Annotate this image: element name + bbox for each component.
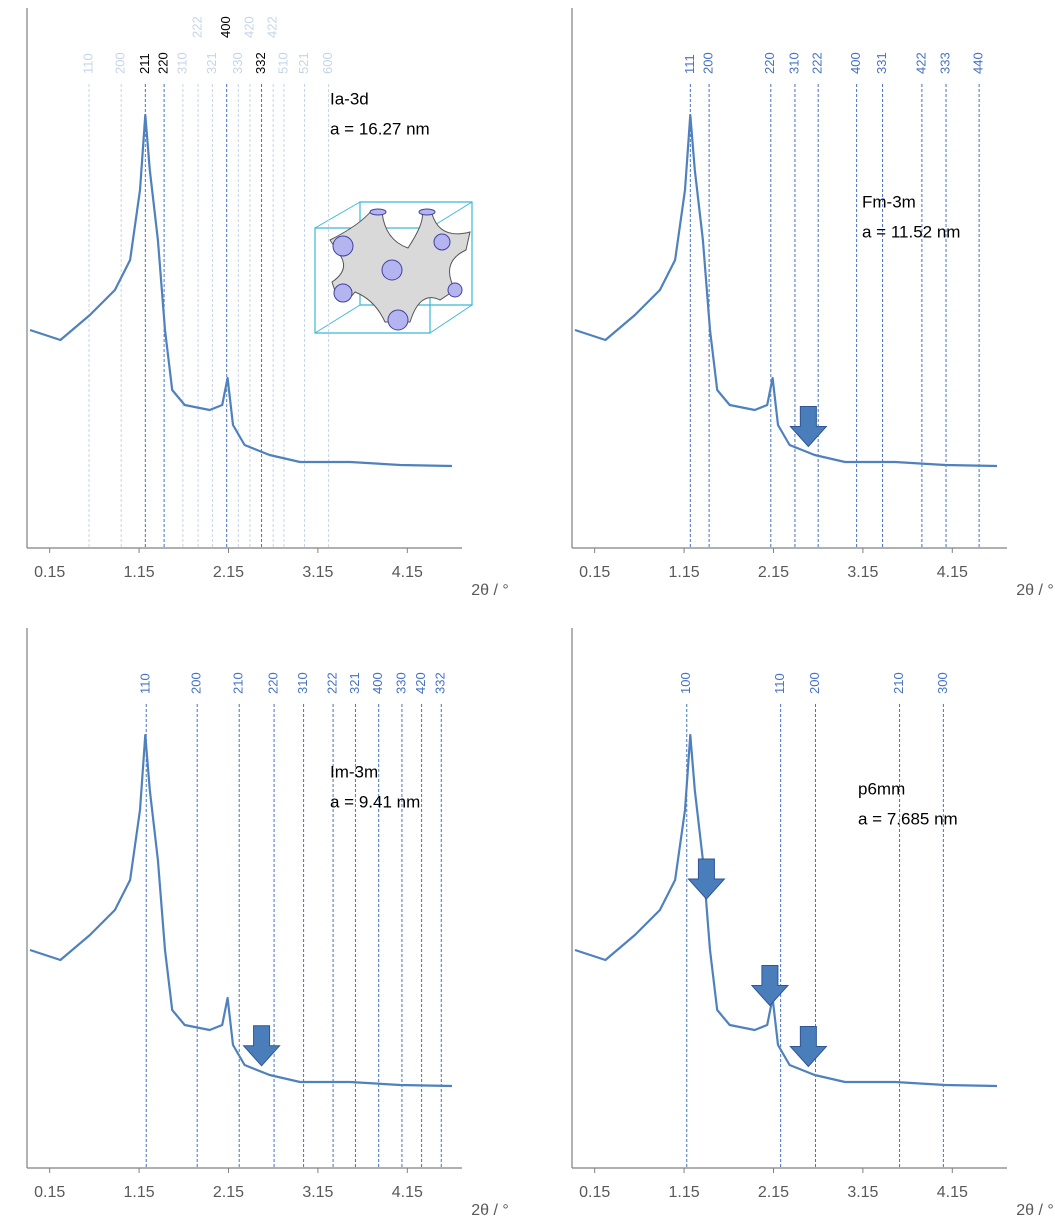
reflection-label: 332 [433, 672, 448, 694]
arrow [750, 965, 790, 1007]
x-tick-label: 3.15 [847, 564, 878, 581]
panel: 0.15 1.15 2.15 3.15 4.15 2θ / ° 100 110 200 210 30… [571, 628, 1054, 1219]
reflection-label: 222 [190, 16, 205, 38]
xrd-curve [29, 113, 453, 468]
reflection-label: 333 [937, 52, 952, 74]
annotation: Im-3m [330, 762, 378, 781]
reflection-label: 600 [320, 52, 335, 74]
x-tick-label: 3.15 [302, 1184, 333, 1201]
x-tick-label: 3.15 [302, 564, 333, 581]
annotation: a = 7.685 nm [858, 809, 958, 828]
reflection-label: 210 [231, 672, 246, 694]
reflection-label: 330 [230, 52, 245, 74]
x-tick-label: 0.15 [579, 564, 610, 581]
reflection-label: 510 [275, 52, 290, 74]
x-tick-label: 3.15 [847, 1184, 878, 1201]
xrd-curve [574, 113, 998, 468]
xrd-curve [29, 733, 453, 1088]
annotation: a = 9.41 nm [330, 792, 420, 811]
x-axis-label: 2θ / ° [1016, 582, 1054, 599]
reflection-label: 440 [971, 52, 986, 74]
x-tick-label: 4.15 [937, 1184, 968, 1201]
arrow [687, 858, 726, 900]
reflection-label: 111 [682, 54, 697, 74]
x-tick-label: 2.15 [213, 564, 244, 581]
x-axis-label: 2θ / ° [471, 1202, 509, 1219]
annotation: p6mm [858, 779, 905, 798]
x-tick-label: 4.15 [392, 1184, 423, 1201]
reflection-label: 220 [156, 52, 171, 74]
reflection-label: 422 [913, 52, 928, 74]
reflection-label: 110 [138, 673, 153, 694]
reflection-label: 222 [810, 52, 825, 74]
reflection-label: 110 [772, 673, 787, 694]
panel: 0.15 1.15 2.15 3.15 4.15 2θ / ° 110 200 210 220 31… [26, 628, 509, 1219]
reflection-label: 420 [413, 672, 428, 694]
arrow [789, 1026, 828, 1068]
x-tick-label: 2.15 [758, 1184, 789, 1201]
reflection-label: 310 [295, 672, 310, 694]
x-tick-label: 2.15 [758, 564, 789, 581]
reflection-label: 330 [393, 672, 408, 694]
reflection-label: 422 [265, 16, 280, 38]
reflection-label: 200 [807, 672, 822, 694]
reflection-label: 400 [848, 52, 863, 74]
x-tick-label: 4.15 [392, 564, 423, 581]
arrow [242, 1025, 281, 1067]
annotation: Ia-3d [330, 89, 369, 108]
reflection-label: 331 [874, 52, 889, 74]
gyroid-inset [314, 201, 473, 334]
panel: 0.15 1.15 2.15 3.15 4.15 2θ / ° 110 200 211 220 31… [26, 8, 509, 599]
reflection-label: 211 [137, 53, 152, 74]
x-tick-label: 1.15 [124, 1184, 155, 1201]
reflection-label: 220 [762, 52, 777, 74]
arrow [789, 406, 828, 448]
reflection-label: 310 [786, 52, 801, 74]
x-tick-label: 0.15 [34, 564, 65, 581]
x-tick-label: 0.15 [34, 1184, 65, 1201]
x-axis-label: 2θ / ° [1016, 1202, 1054, 1219]
reflection-label: 200 [189, 672, 204, 694]
annotation: Fm-3m [862, 192, 916, 211]
reflection-label: 222 [325, 672, 340, 694]
reflection-label: 200 [701, 52, 716, 74]
x-tick-label: 0.15 [579, 1184, 610, 1201]
annotation: a = 16.27 nm [330, 119, 430, 138]
x-tick-label: 1.15 [669, 1184, 700, 1201]
reflection-label: 321 [347, 672, 362, 694]
reflection-label: 332 [253, 52, 268, 74]
panel: 0.15 1.15 2.15 3.15 4.15 2θ / ° 111 200 220 310 22… [571, 8, 1054, 599]
reflection-label: 400 [218, 16, 233, 38]
reflection-label: 400 [370, 672, 385, 694]
reflection-label: 321 [204, 52, 219, 74]
x-tick-label: 1.15 [669, 564, 700, 581]
reflection-label: 110 [80, 53, 95, 74]
x-tick-label: 1.15 [124, 564, 155, 581]
reflection-label: 210 [891, 672, 906, 694]
xrd-curve [574, 733, 998, 1088]
annotation: a = 11.52 nm [862, 222, 960, 241]
x-tick-label: 4.15 [937, 564, 968, 581]
reflection-label: 200 [113, 52, 128, 74]
x-tick-label: 2.15 [213, 1184, 244, 1201]
reflection-label: 300 [935, 672, 950, 694]
x-axis-label: 2θ / ° [471, 582, 509, 599]
reflection-label: 220 [266, 672, 281, 694]
reflection-label: 420 [241, 16, 256, 38]
reflection-label: 100 [678, 672, 693, 694]
reflection-label: 310 [174, 52, 189, 74]
reflection-label: 521 [296, 52, 311, 74]
